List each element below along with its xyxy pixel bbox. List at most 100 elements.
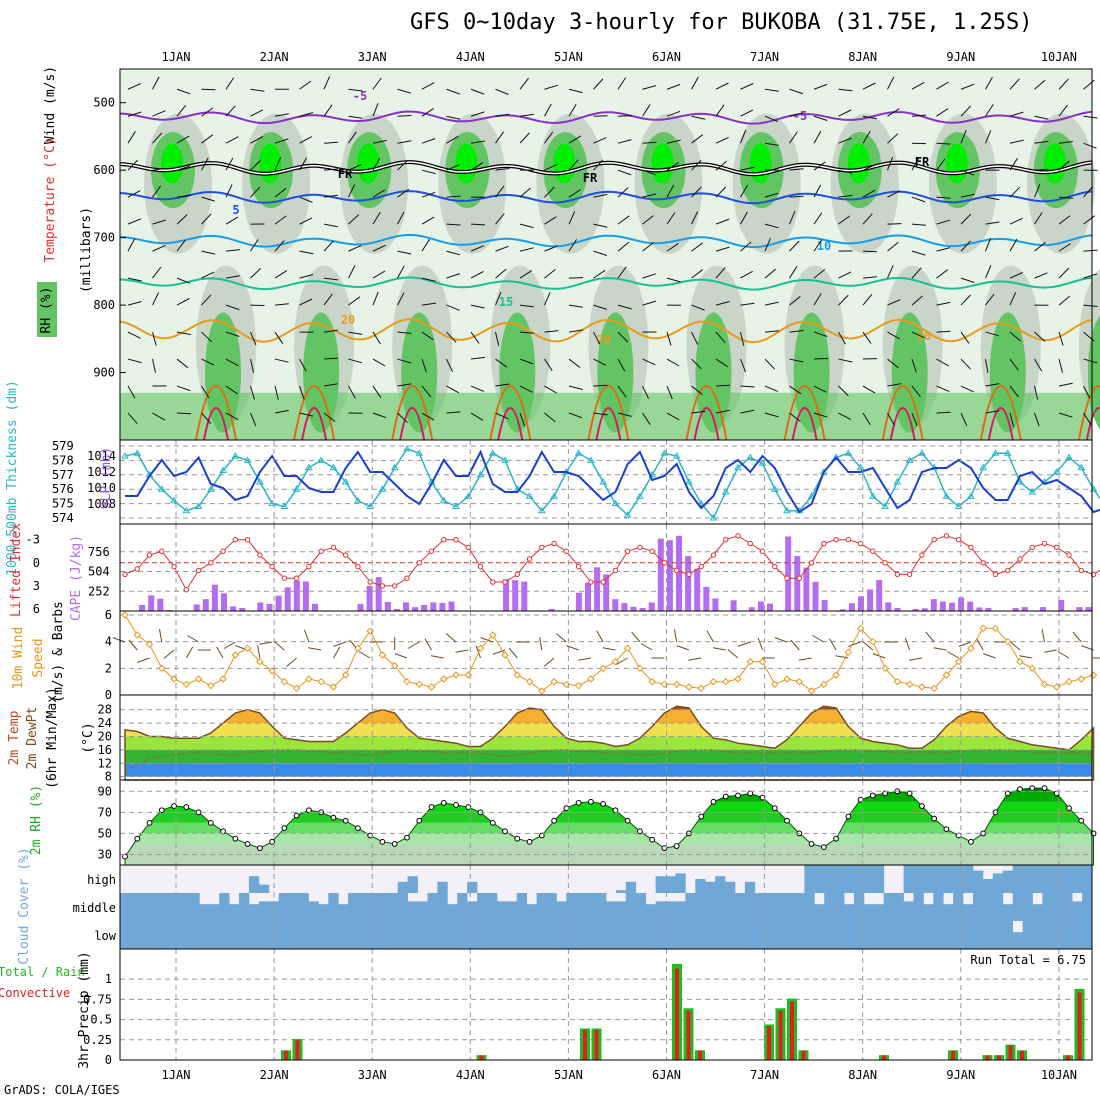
li-point xyxy=(232,537,239,543)
wind-barb xyxy=(421,191,436,198)
wind-barb xyxy=(838,271,852,279)
cloud-bar xyxy=(516,921,527,949)
thickness-point xyxy=(243,456,252,463)
wind-barb xyxy=(152,292,160,306)
wind-barb xyxy=(617,77,627,90)
li-point xyxy=(146,552,153,558)
wind-barb xyxy=(348,184,356,198)
wind-barb xyxy=(838,169,853,174)
cape-bar xyxy=(839,609,846,611)
rh-point xyxy=(404,834,410,841)
cloud-bar xyxy=(665,901,676,921)
wind-barb xyxy=(1058,78,1069,90)
cloud-bar xyxy=(586,921,597,949)
wind-barb xyxy=(274,385,279,400)
wind-barb xyxy=(519,113,534,117)
wind-barb xyxy=(127,238,136,252)
cloud-bar xyxy=(298,893,309,921)
wind-barb xyxy=(201,331,212,343)
wind-barb xyxy=(299,385,305,400)
cape-bar xyxy=(548,609,555,611)
wind-barb xyxy=(348,331,363,335)
cloud-bar xyxy=(824,865,835,893)
wind-barb xyxy=(691,134,704,144)
wind-barb xyxy=(152,110,166,117)
thickness-point xyxy=(636,492,644,499)
wind-point xyxy=(611,657,620,666)
thickness-point xyxy=(1065,453,1073,461)
wind-barb xyxy=(798,657,812,661)
thickness-point xyxy=(121,452,129,459)
wind-barb xyxy=(299,196,313,203)
precip-tick: 1 xyxy=(105,972,112,986)
wind-barb xyxy=(519,187,531,198)
wind-barb xyxy=(1019,655,1033,659)
wind-barb xyxy=(1057,651,1070,659)
wind-barb xyxy=(593,250,607,256)
precip-convective-bar xyxy=(284,1050,288,1060)
li-point xyxy=(808,560,815,566)
cloud-bar xyxy=(288,921,299,949)
thickness-point xyxy=(219,466,227,473)
wind-barb xyxy=(985,410,1000,414)
isotherm-label: 15 xyxy=(499,295,513,309)
wind-barb xyxy=(617,215,630,225)
cloud-bar xyxy=(298,921,309,949)
thickness-tick: 575 xyxy=(52,497,74,511)
wind-barb xyxy=(421,277,436,282)
wind-point xyxy=(991,624,1000,633)
wind-barb xyxy=(887,299,901,306)
wind-barb xyxy=(813,212,823,225)
rh-90-region xyxy=(847,143,870,184)
cloud-bar xyxy=(754,893,766,921)
li-point xyxy=(772,563,778,570)
temp-band xyxy=(125,723,1092,737)
wind-barb xyxy=(1034,184,1041,198)
rh-point xyxy=(784,817,790,824)
wind-barb xyxy=(127,412,138,424)
cape-bar xyxy=(139,605,146,611)
wind-barb xyxy=(911,223,927,226)
thickness-point xyxy=(341,478,350,485)
day-label-top: 5JAN xyxy=(554,50,583,64)
rh-point xyxy=(808,841,815,847)
rh-legend-swatch xyxy=(37,282,57,337)
thickness-point xyxy=(317,456,326,463)
wind-barb xyxy=(421,216,435,225)
day-label-top: 4JAN xyxy=(456,50,485,64)
wind-barb xyxy=(544,385,557,394)
wind-point xyxy=(574,681,583,690)
wind-barb xyxy=(323,357,339,360)
wind-barb xyxy=(127,131,136,144)
rh-point xyxy=(428,804,435,810)
cloud-bar xyxy=(963,865,974,893)
wind-barb xyxy=(225,331,240,337)
rh-point xyxy=(919,803,925,809)
wind-barb xyxy=(1034,385,1039,400)
wind-barb xyxy=(1083,304,1098,307)
wind-barb xyxy=(446,135,459,144)
wind-barb xyxy=(985,331,1000,337)
li-point xyxy=(624,548,631,554)
cloud-bar xyxy=(248,904,260,921)
slp-tick: 1014 xyxy=(87,449,116,463)
thickness-point xyxy=(1028,488,1037,495)
wind-barb xyxy=(372,412,387,419)
cloud-bar xyxy=(239,921,250,949)
wind-tick: 0 xyxy=(105,688,112,702)
wind-barb xyxy=(152,412,165,421)
rh2m-tick: 50 xyxy=(98,826,112,840)
cloud-bar xyxy=(933,893,944,921)
rh-point xyxy=(244,841,251,847)
wind-barb xyxy=(789,358,804,363)
wind-barb xyxy=(176,239,186,252)
wind-barb xyxy=(176,331,191,335)
precip-convective-bar xyxy=(801,1050,806,1060)
wind-barb xyxy=(838,358,853,363)
thickness-point xyxy=(206,485,215,492)
cape-bar xyxy=(403,602,409,611)
cloud-bar xyxy=(1022,921,1033,949)
wind-barb xyxy=(789,168,804,171)
thickness-point xyxy=(1016,478,1024,485)
precip-convective-bar xyxy=(583,1030,587,1060)
